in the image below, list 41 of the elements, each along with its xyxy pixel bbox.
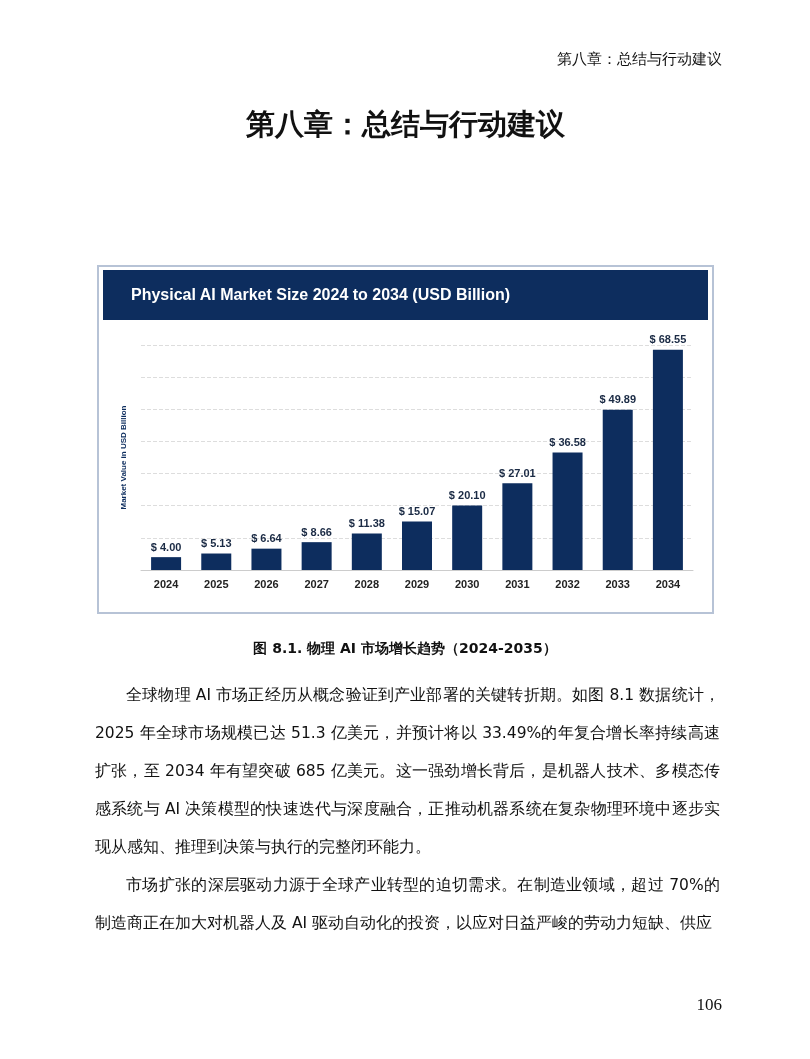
x-tick-label: 2027 — [304, 577, 329, 590]
text: 第八章：总结与行动建议 — [557, 50, 722, 69]
x-tick-label: 2028 — [354, 577, 380, 590]
data-label: $ 8.66 — [301, 525, 332, 538]
chart-title: Physical AI Market Size 2024 to 2034 (USD Billion) — [103, 270, 708, 320]
data-label: $ 15.07 — [398, 505, 436, 518]
text: 全球物理 AI 市场正经历从概念验证到产业部署的关键转折期。如图 8.1 数据统计，2025 年全球市场规模已达 51.3 亿美元，并预计将以 33.49%的年复合增长率持续高速扩张，至 2034 年有望突破 685 亿美元。这一强劲增长背后，是机器人技术、多模态传感系统与 AI 决策模型的快速迭代与深度融合，正推动机器系统在复杂物理环境中逐步实现从感知、推理到决策与执行的完整闭环能力。 — [95, 686, 720, 856]
bar — [652, 349, 683, 570]
data-label: $ 11.38 — [348, 516, 385, 529]
x-tick-label: 2032 — [555, 577, 580, 590]
x-tick-label: 2031 — [505, 577, 530, 590]
x-tick-label: 2026 — [254, 577, 279, 590]
data-label: $ 5.13 — [200, 537, 232, 550]
text: 第八章：总结与行动建议 — [244, 106, 566, 143]
bar — [452, 505, 483, 570]
x-tick-label: 2029 — [404, 577, 430, 590]
data-label: $ 36.58 — [549, 435, 586, 448]
bar — [602, 409, 633, 570]
data-label: $ 27.01 — [499, 466, 536, 479]
text: 市场扩张的深层驱动力源于全球产业转型的迫切需求。在制造业领域，超过 70%的制造商正在加大对机器人及 AI 驱动自动化的投资，以应对日益严峻的劳动力短缺、供应 — [95, 876, 720, 932]
y-axis-title: Market Value in USD Billion — [118, 405, 128, 510]
x-tick-label: 2030 — [454, 577, 480, 590]
data-label: $ 68.55 — [649, 333, 687, 346]
x-tick-label: 2033 — [605, 577, 630, 590]
bar — [301, 542, 332, 570]
bar — [402, 521, 432, 570]
data-label: $ 49.89 — [599, 393, 637, 406]
caption: 图 8.1. 物理 AI 市场增长趋势（2024-2035） — [252, 640, 558, 658]
bar — [201, 553, 232, 570]
x-tick-label: 2025 — [204, 577, 229, 590]
bar — [552, 452, 583, 570]
bar — [251, 548, 282, 570]
text: 106 — [696, 995, 722, 1015]
bar — [151, 557, 182, 570]
data-label: $ 4.00 — [150, 540, 182, 553]
x-tick-label: 2034 — [655, 577, 682, 590]
bar — [351, 533, 382, 570]
bar — [502, 483, 533, 570]
data-label: $ 20.10 — [448, 488, 486, 501]
x-tick-label: 2024 — [153, 577, 180, 590]
data-label: $ 6.64 — [251, 532, 283, 545]
